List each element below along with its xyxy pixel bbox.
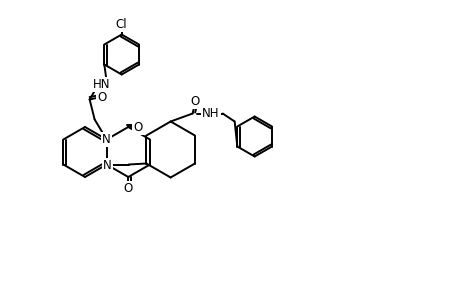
Text: N: N: [103, 159, 112, 172]
Text: Cl: Cl: [116, 18, 127, 31]
Text: HN: HN: [93, 78, 110, 91]
Text: O: O: [134, 121, 143, 134]
Text: O: O: [97, 91, 106, 104]
Text: NH: NH: [202, 107, 219, 120]
Text: N: N: [102, 133, 111, 146]
Text: O: O: [190, 95, 199, 108]
Text: O: O: [123, 182, 133, 196]
